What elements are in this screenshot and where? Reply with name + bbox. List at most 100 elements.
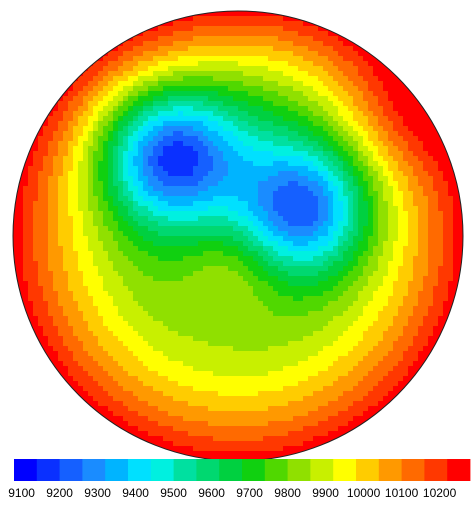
field-cell bbox=[443, 306, 449, 312]
field-cell bbox=[223, 286, 229, 292]
field-cell bbox=[418, 231, 424, 237]
field-cell bbox=[413, 271, 419, 277]
field-cell bbox=[248, 311, 254, 317]
field-cell bbox=[388, 281, 394, 287]
field-cell bbox=[193, 116, 199, 122]
field-cell bbox=[103, 301, 109, 307]
field-cell bbox=[78, 76, 84, 82]
field-cell bbox=[278, 311, 284, 317]
field-cell bbox=[233, 71, 239, 77]
field-cell bbox=[78, 231, 84, 237]
field-cell bbox=[178, 81, 184, 87]
field-cell bbox=[58, 206, 64, 212]
field-cell bbox=[63, 156, 69, 162]
field-cell bbox=[113, 141, 119, 147]
field-cell bbox=[213, 136, 219, 142]
field-cell bbox=[123, 76, 129, 82]
field-cell bbox=[68, 176, 74, 182]
field-cell bbox=[128, 116, 134, 122]
field-cell bbox=[143, 321, 149, 327]
field-cell bbox=[28, 306, 34, 312]
field-cell bbox=[143, 151, 149, 157]
field-cell bbox=[228, 246, 234, 252]
field-cell bbox=[183, 216, 189, 222]
field-cell bbox=[103, 226, 109, 232]
field-cell bbox=[308, 266, 314, 272]
field-cell bbox=[88, 136, 94, 142]
field-cell bbox=[108, 251, 114, 257]
field-cell bbox=[248, 66, 254, 72]
field-cell bbox=[308, 156, 314, 162]
field-cell bbox=[158, 261, 164, 267]
field-cell bbox=[133, 326, 139, 332]
field-cell bbox=[348, 91, 354, 97]
field-cell bbox=[43, 136, 49, 142]
field-cell bbox=[373, 171, 379, 177]
field-cell bbox=[248, 231, 254, 237]
field-cell bbox=[88, 301, 94, 307]
field-cell bbox=[128, 131, 134, 137]
field-cell bbox=[358, 76, 364, 82]
field-cell bbox=[113, 86, 119, 92]
field-cell bbox=[78, 101, 84, 107]
field-cell bbox=[368, 216, 374, 222]
field-cell bbox=[123, 96, 129, 102]
field-cell bbox=[108, 136, 114, 142]
field-cell bbox=[283, 141, 289, 147]
field-cell bbox=[428, 176, 434, 182]
field-cell bbox=[268, 266, 274, 272]
field-cell bbox=[258, 291, 264, 297]
field-cell bbox=[208, 301, 214, 307]
field-cell bbox=[298, 96, 304, 102]
field-cell bbox=[368, 76, 374, 82]
field-cell bbox=[183, 306, 189, 312]
field-cell bbox=[233, 276, 239, 282]
field-cell bbox=[333, 166, 339, 172]
field-cell bbox=[113, 256, 119, 262]
field-cell bbox=[363, 311, 369, 317]
field-cell bbox=[333, 191, 339, 197]
field-cell bbox=[123, 231, 129, 237]
field-cell bbox=[58, 241, 64, 247]
field-cell bbox=[433, 286, 439, 292]
field-cell bbox=[448, 221, 454, 227]
field-cell bbox=[148, 256, 154, 262]
field-cell bbox=[228, 41, 234, 47]
field-cell bbox=[53, 136, 59, 142]
field-cell bbox=[373, 201, 379, 207]
field-cell bbox=[283, 146, 289, 152]
field-cell bbox=[383, 236, 389, 242]
field-cell bbox=[293, 96, 299, 102]
field-cell bbox=[273, 81, 279, 87]
field-cell bbox=[383, 131, 389, 137]
field-cell bbox=[393, 226, 399, 232]
field-cell bbox=[68, 311, 74, 317]
field-cell bbox=[128, 66, 134, 72]
field-cell bbox=[63, 161, 69, 167]
field-cell bbox=[428, 296, 434, 302]
field-cell bbox=[133, 116, 139, 122]
field-cell bbox=[228, 36, 234, 42]
field-cell bbox=[343, 231, 349, 237]
field-cell bbox=[83, 171, 89, 177]
field-cell bbox=[433, 211, 439, 217]
field-cell bbox=[333, 176, 339, 182]
field-cell bbox=[213, 276, 219, 282]
field-cell bbox=[143, 186, 149, 192]
field-cell bbox=[368, 236, 374, 242]
field-cell bbox=[203, 226, 209, 232]
field-cell bbox=[323, 246, 329, 252]
field-cell bbox=[93, 86, 99, 92]
field-cell bbox=[108, 291, 114, 297]
field-cell bbox=[438, 161, 444, 167]
field-cell bbox=[313, 101, 319, 107]
field-cell bbox=[203, 181, 209, 187]
field-cell bbox=[28, 161, 34, 167]
field-cell bbox=[448, 196, 454, 202]
field-cell bbox=[368, 186, 374, 192]
field-cell bbox=[208, 146, 214, 152]
field-cell bbox=[368, 291, 374, 297]
field-cell bbox=[413, 171, 419, 177]
field-cell bbox=[223, 116, 229, 122]
field-cell bbox=[218, 156, 224, 162]
